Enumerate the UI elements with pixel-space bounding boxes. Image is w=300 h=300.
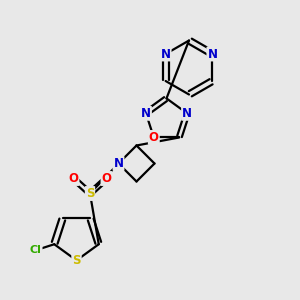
Text: O: O	[68, 172, 79, 185]
Text: N: N	[207, 47, 218, 61]
Text: N: N	[182, 107, 192, 120]
Text: Cl: Cl	[30, 245, 42, 255]
Text: N: N	[141, 107, 151, 120]
Text: S: S	[72, 254, 81, 267]
Text: O: O	[101, 172, 112, 185]
Text: N: N	[113, 157, 124, 170]
Text: N: N	[160, 47, 171, 61]
Text: S: S	[86, 187, 94, 200]
Text: O: O	[149, 131, 159, 144]
